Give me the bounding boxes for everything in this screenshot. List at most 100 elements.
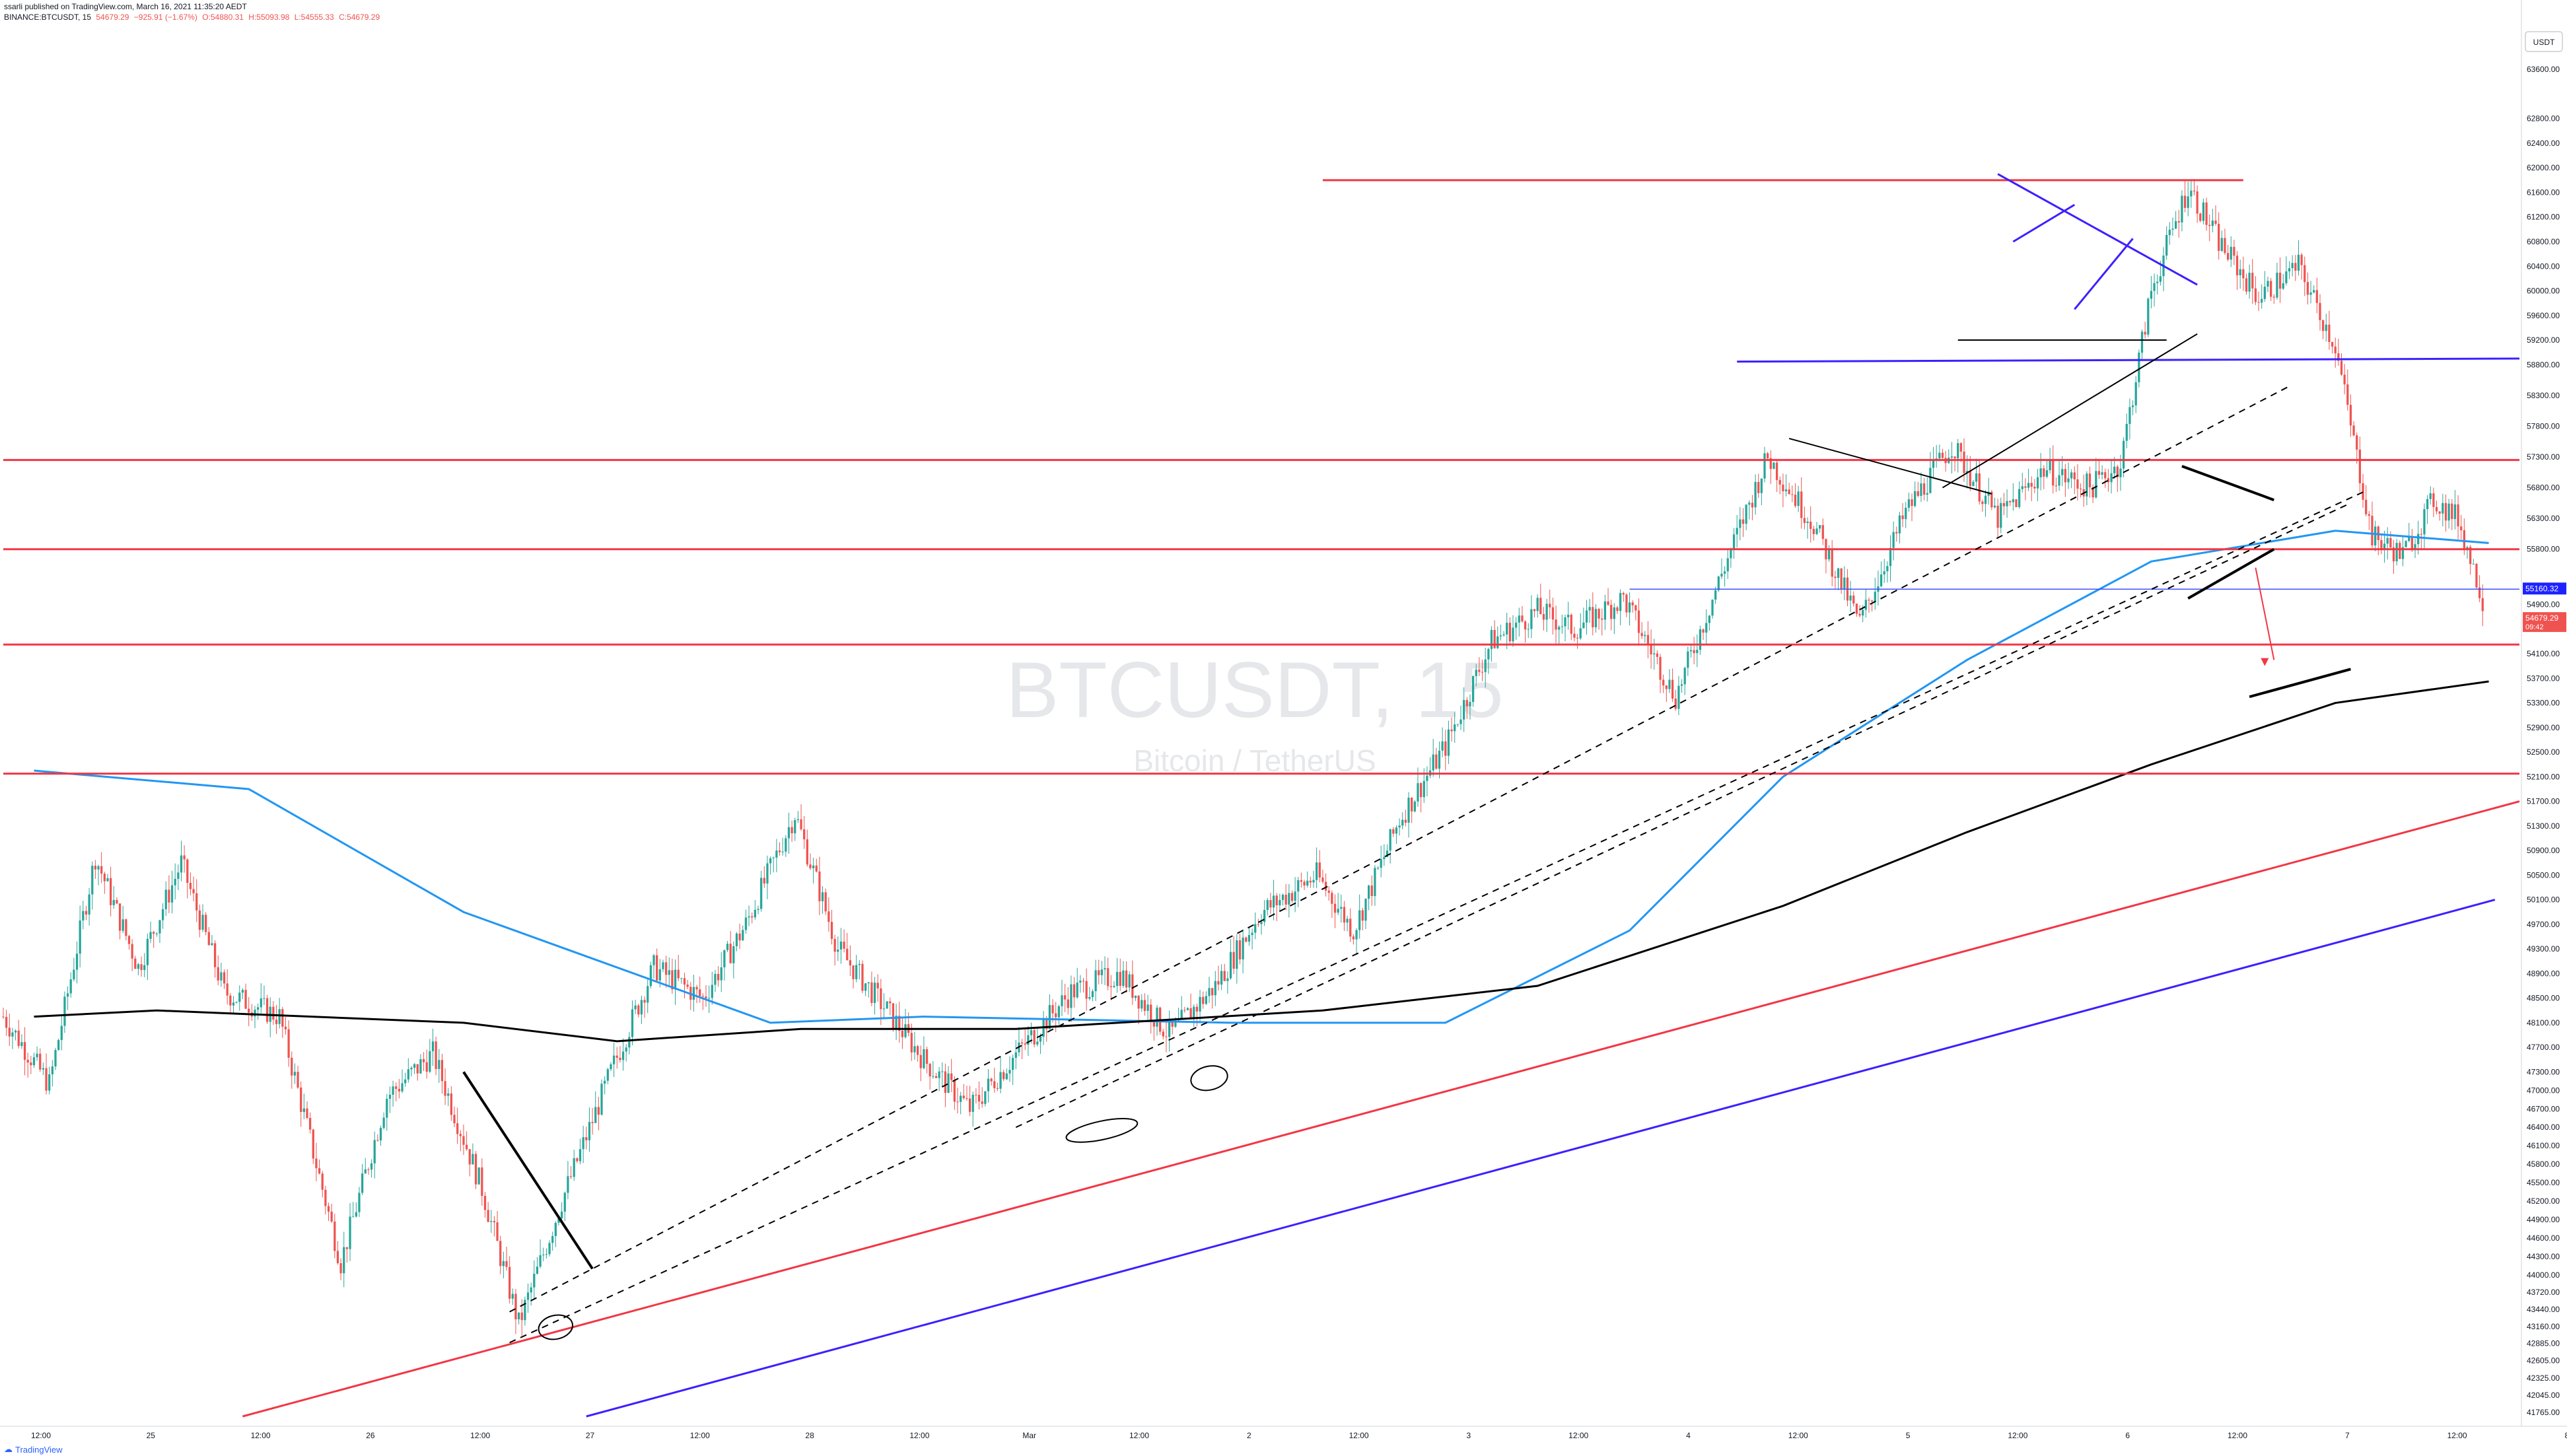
tradingview-footer[interactable]: ☁ TradingView xyxy=(4,1444,63,1455)
candle-body xyxy=(51,1066,53,1075)
price-tick-label: 43720.00 xyxy=(2527,1288,2560,1297)
candle-body xyxy=(846,948,849,961)
candle-body xyxy=(343,1247,345,1274)
candle-body xyxy=(1680,684,1683,686)
candle-body xyxy=(591,1122,594,1123)
candle-body xyxy=(1229,952,1232,979)
candle-body xyxy=(2432,493,2435,507)
candle-body xyxy=(1920,483,1922,497)
candle-body xyxy=(1238,940,1242,959)
time-tick-label: 4 xyxy=(1686,1431,1691,1440)
candle-body xyxy=(2187,196,2189,208)
candle-body xyxy=(32,1057,36,1066)
candle-body xyxy=(984,1091,987,1104)
candle-body xyxy=(2472,563,2475,565)
candle-body xyxy=(1496,636,1499,648)
candle-body xyxy=(1858,613,1861,616)
candle-body xyxy=(2076,479,2079,489)
candle-body xyxy=(766,863,769,884)
candle-body xyxy=(1419,783,1423,798)
candle-body xyxy=(895,1016,897,1029)
candle-body xyxy=(941,1071,944,1072)
candle-body xyxy=(1456,724,1459,725)
price-tick-label: 47700.00 xyxy=(2527,1043,2560,1052)
price-tick-label: 60400.00 xyxy=(2527,261,2560,271)
candle-body xyxy=(554,1222,557,1236)
candle-body xyxy=(1281,895,1284,900)
candle-body xyxy=(1677,685,1680,709)
candle-body xyxy=(324,1189,327,1206)
candle-body xyxy=(1389,829,1391,851)
candle-body xyxy=(1656,653,1659,657)
candle-body xyxy=(1864,600,1867,610)
candle-body xyxy=(1098,970,1100,975)
candle-body xyxy=(1463,700,1465,720)
candle-body xyxy=(858,963,861,965)
candle-body xyxy=(2165,234,2168,256)
candle-body xyxy=(2208,225,2211,226)
candle-body xyxy=(450,1093,452,1115)
candle-body xyxy=(180,855,183,873)
candle-body xyxy=(1751,503,1754,508)
candle-body xyxy=(1849,595,1852,601)
candle-body xyxy=(1493,630,1496,648)
candle-body xyxy=(1358,910,1361,930)
candle-body xyxy=(1275,895,1278,906)
candle-body xyxy=(1901,515,1904,520)
candle-body xyxy=(711,985,713,998)
candle-body xyxy=(1573,633,1576,638)
candle-body xyxy=(447,1093,450,1096)
candle-body xyxy=(1821,525,1824,539)
candle-body xyxy=(1475,670,1477,676)
candle-body xyxy=(2365,499,2368,514)
candle-body xyxy=(1370,885,1373,897)
candle-body xyxy=(435,1041,437,1069)
time-tick-label: 3 xyxy=(1467,1431,1471,1440)
candle-body xyxy=(1837,568,1840,578)
candle-body xyxy=(2278,272,2282,289)
candle-body xyxy=(177,872,180,879)
candle-body xyxy=(1380,859,1382,868)
candle-body xyxy=(1211,988,1214,996)
candle-body xyxy=(2248,273,2251,292)
candle-body xyxy=(2303,265,2306,283)
candle-body xyxy=(2027,483,2030,488)
candle-body xyxy=(1134,995,1137,998)
candle-body xyxy=(849,960,852,965)
candle-body xyxy=(717,973,720,981)
candle-body xyxy=(1146,1004,1149,1011)
candle-body xyxy=(1214,981,1216,996)
price-tick-label: 47300.00 xyxy=(2527,1067,2560,1076)
candle-body xyxy=(1916,491,1919,497)
candle-body xyxy=(643,1000,646,1003)
candle-body xyxy=(60,1025,63,1041)
candle-body xyxy=(1100,969,1104,975)
candle-body xyxy=(1987,491,1990,496)
candle-body xyxy=(2049,459,2051,471)
candle-body xyxy=(1125,970,1128,988)
candle-body xyxy=(821,892,824,901)
candle-body xyxy=(2297,254,2300,271)
candle-body xyxy=(1070,984,1073,1008)
candle-body xyxy=(1929,468,1932,493)
candle-body xyxy=(1444,741,1447,756)
candle-body xyxy=(2224,238,2226,254)
candle-body xyxy=(318,1168,321,1174)
candle-body xyxy=(2006,501,2008,506)
candle-body xyxy=(2226,253,2230,260)
candle-body xyxy=(1306,880,1309,886)
price-tick-label: 57300.00 xyxy=(2527,452,2560,462)
candle-body xyxy=(723,950,726,967)
candle-body xyxy=(714,973,717,985)
candle-body xyxy=(2313,290,2315,293)
time-axis[interactable]: 12:00 25 12:00 26 12:00 27 12:00 28 12:00 Mar 12:0… xyxy=(31,1431,2567,1440)
candle-body xyxy=(870,982,873,1003)
candle-body xyxy=(2097,471,2101,475)
candle-body xyxy=(1321,877,1324,882)
candle-body xyxy=(2125,424,2128,441)
candle-body xyxy=(621,1051,625,1060)
candle-body xyxy=(677,969,680,979)
candle-body xyxy=(2230,246,2232,260)
